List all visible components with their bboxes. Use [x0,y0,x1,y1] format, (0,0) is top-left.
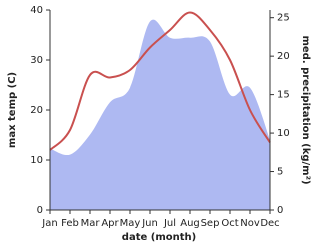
y2-tick-label: 5 [277,167,283,178]
y2-tick-label: 25 [277,13,290,24]
x-axis-title: date (month) [122,232,196,243]
temperature-line [49,11,271,151]
y-tick-label: 0 [37,205,43,216]
y-tick-label: 20 [30,105,43,116]
y-tick-label: 30 [30,55,43,66]
x-tick-label: Nov [240,218,260,229]
y2-tick-label: 10 [277,128,290,139]
x-tick-label: Jul [163,218,176,229]
y-tick-label: 10 [30,155,43,166]
x-tick-label: Feb [61,218,79,229]
x-tick-label: Jan [41,218,57,229]
y-tick-label: 40 [30,5,43,16]
precipitation-area [50,19,270,210]
y2-tick-label: 20 [277,51,290,62]
x-tick-label: Oct [221,218,238,229]
x-tick-label: Apr [101,218,119,229]
x-tick-label: Dec [260,218,279,229]
x-tick-label: Aug [180,218,200,229]
y2-tick-label: 15 [277,90,290,101]
x-tick-label: Mar [81,218,101,229]
y2-axis-title: med. precipitation (kg/m²) [300,35,311,184]
x-tick-label: May [120,218,141,229]
y2-tick-label: 0 [277,205,283,216]
x-tick-label: Jun [141,218,158,229]
x-tick-label: Sep [201,218,220,229]
y-axis-title: max temp (C) [7,72,18,148]
